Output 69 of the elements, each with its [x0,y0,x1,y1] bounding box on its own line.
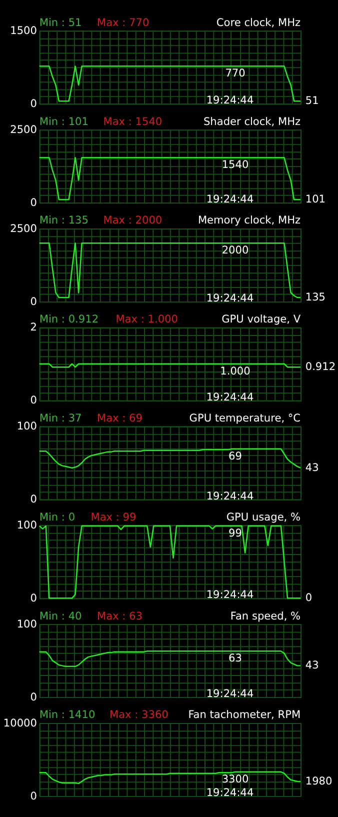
y-tick-label: 0 [30,296,38,308]
text: Min : 0.912 [39,314,99,326]
text: Min : 37 [39,412,82,424]
text: Max : 2000 [103,214,162,227]
text: Min : 101 [39,116,88,128]
line-series [38,771,302,784]
text: Min : 40 [39,610,82,622]
text: Max : 63 [96,610,142,622]
text: Min : 51 [39,16,82,29]
text: 0 [305,592,312,604]
annotation: 69 [228,450,242,462]
chart-title: Fan tachometer, RPM [188,709,301,722]
chart-title: Fan speed, % [230,610,301,622]
annotation: 1.000 [220,365,251,378]
y-tick-label: 1500 [10,25,38,38]
line-series [38,525,302,599]
y-tick-label: 100 [16,618,38,630]
y-tick-label: 0 [30,691,38,704]
y-tick-label: 2500 [10,222,38,235]
y-tick-label: 0 [30,98,38,110]
chart-title: Shader clock, MHz [203,116,302,128]
text: 51 [305,95,319,108]
text: 0.912 [305,360,336,373]
y-tick-label: 0 [30,592,38,605]
annotation: 2000 [222,244,249,257]
chart-title: GPU temperature, °C [189,412,301,424]
text: 43 [305,462,319,474]
line-series [38,650,302,668]
y-tick-label: 2500 [10,124,38,136]
text: Max : 1.000 [116,314,178,326]
annotation: 19:24:44 [206,292,254,304]
text: 43 [305,660,319,672]
text: Min : 135 [39,214,88,227]
chart-title: GPU usage, % [226,511,301,524]
chart-title: Core clock, MHz [216,16,302,29]
text: Max : 99 [90,511,136,524]
y-tick-label: 0 [30,196,38,209]
text: Max : 69 [96,412,142,424]
annotation: 19:24:44 [206,490,254,502]
annotation: 99 [228,527,242,540]
y-tick-label: 2 [30,322,37,334]
line-series [38,66,302,102]
text: Min : 0 [39,511,76,524]
text: Max : 1540 [103,116,162,128]
annotation: 770 [225,68,246,80]
y-tick-label: 10000 [3,717,38,730]
annotation: 3300 [222,773,249,786]
chart-title: Memory clock, MHz [198,214,302,227]
text: Min : 1410 [39,709,96,722]
y-tick-label: 0 [30,394,38,407]
annotation: 19:24:44 [206,194,254,206]
annotation: 19:24:44 [206,94,254,107]
y-tick-label: 0 [30,494,38,506]
annotation: 63 [228,652,242,665]
text: 1980 [305,775,332,788]
annotation: 19:24:44 [206,688,254,700]
chart-title: GPU voltage, V [222,314,302,326]
y-tick-label: 100 [16,520,38,532]
text: 101 [305,193,326,206]
y-tick-label: 0 [30,790,38,802]
text: Max : 3360 [109,709,169,722]
text: 135 [305,291,326,304]
annotation: 19:24:44 [206,391,254,404]
annotation: 1540 [222,159,249,172]
line-series [38,448,302,469]
annotation: 19:24:44 [206,786,254,799]
y-tick-label: 100 [16,420,38,433]
text: Max : 770 [96,16,150,29]
annotation: 19:24:44 [206,589,254,602]
